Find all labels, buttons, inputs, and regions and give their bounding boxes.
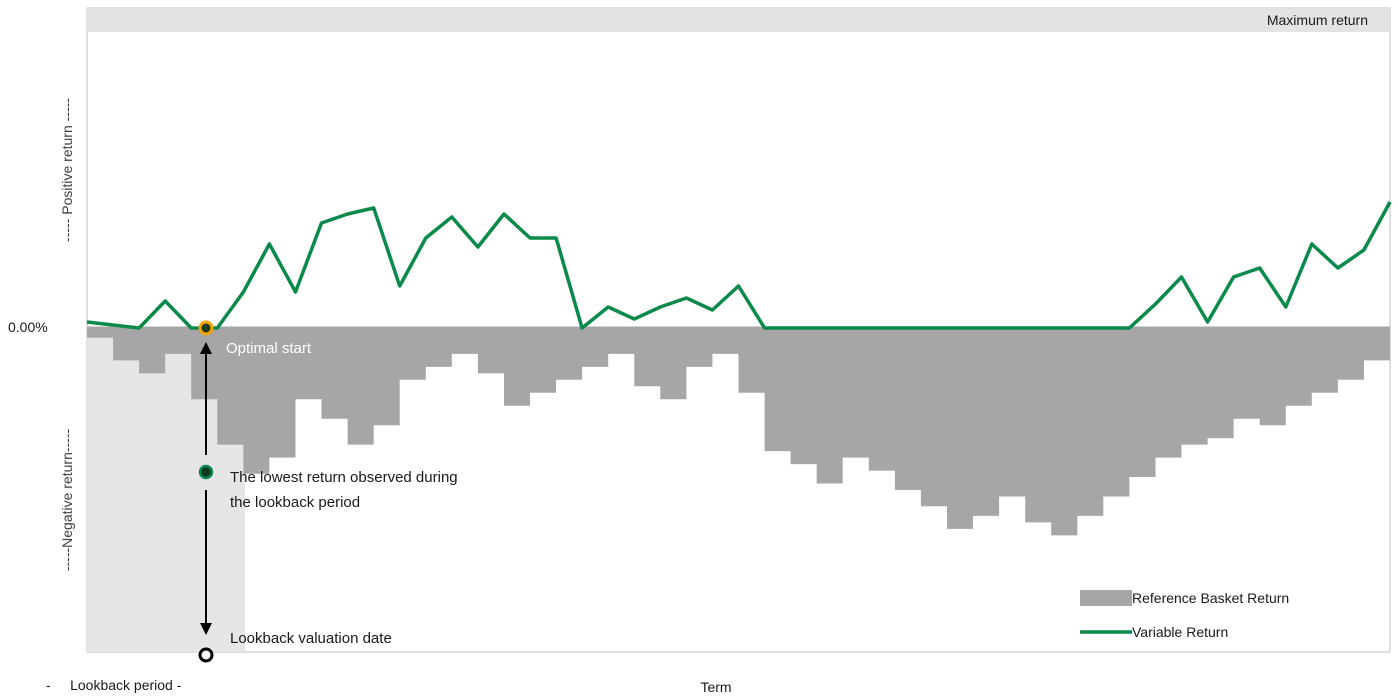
zero-tick-label: 0.00% — [8, 319, 48, 335]
maximum-return-label: Maximum return — [1267, 12, 1368, 28]
optimal-start-marker — [198, 320, 214, 336]
legend-label-variable-return: Variable Return — [1132, 624, 1228, 640]
reference-basket-area — [87, 328, 1390, 536]
lowest-return-label-line1: The lowest return observed during — [230, 469, 458, 486]
negative-return-label: -----Negative return----- — [59, 428, 75, 571]
lookback-valuation-label: Lookback valuation date — [230, 630, 392, 647]
legend-swatch-reference-basket — [1080, 590, 1132, 606]
lowest-return-marker — [198, 464, 214, 480]
optimal-start-label: Optimal start — [226, 340, 312, 357]
arrow-head-down-icon — [200, 623, 212, 635]
x-axis-label: Term — [700, 679, 731, 695]
lookback-period-label: - Lookback period - — [46, 677, 182, 693]
variable-return-line — [86, 201, 1392, 330]
arrow-head-up-icon — [200, 342, 212, 354]
lookback-valuation-marker — [198, 647, 214, 663]
positive-return-label: ----- Positive return ----- — [59, 98, 75, 242]
maximum-return-band — [87, 8, 1390, 32]
lowest-return-label-line2: the lookback period — [230, 494, 360, 511]
legend-label-reference-basket: Reference Basket Return — [1132, 590, 1289, 606]
